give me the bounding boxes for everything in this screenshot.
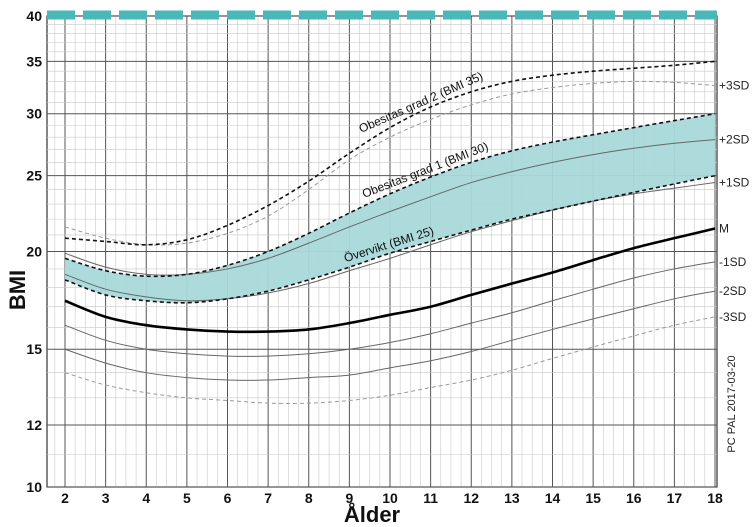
y-tick-label: 10 (26, 479, 42, 495)
y-tick-label: 40 (26, 8, 42, 24)
y-tick-label: 12 (26, 417, 42, 433)
sd-label: -1SD (719, 255, 747, 269)
x-tick-label: 16 (626, 490, 642, 506)
x-tick-label: 3 (102, 490, 110, 506)
series-line-3sd (64, 316, 716, 404)
x-tick-label: 2 (61, 490, 69, 506)
series-line-2sd (64, 290, 716, 381)
x-tick-label: 9 (345, 490, 353, 506)
x-tick-label: 7 (264, 490, 272, 506)
overweight-band (65, 113, 715, 303)
x-axis-title: Ålder (344, 501, 401, 527)
grid (46, 15, 718, 488)
sd-label: -2SD (719, 284, 747, 298)
x-tick-label: 13 (504, 490, 520, 506)
sd-label: +2SD (719, 133, 750, 147)
y-tick-label: 25 (26, 168, 42, 184)
series-line-obesitas-grad-1-bmi-30 (64, 112, 716, 278)
series-line-1sd (64, 261, 716, 357)
x-tick-label: 8 (305, 490, 313, 506)
y-tick-label: 30 (26, 106, 42, 122)
x-tick-label: 18 (707, 490, 723, 506)
x-tick-label: 5 (183, 490, 191, 506)
sd-label: +3SD (719, 79, 750, 93)
y-tick-label: 20 (26, 244, 42, 260)
x-tick-label: 4 (142, 490, 150, 506)
x-tick-label: 15 (585, 490, 601, 506)
sd-labels: +3SD +2SD +1SD M -1SD -2SD -3SD (719, 79, 750, 324)
y-axis-title: BMI (5, 270, 30, 310)
series-line-m (64, 227, 716, 334)
sd-label: M (719, 222, 729, 236)
y-tick-label: 15 (26, 341, 42, 357)
x-tick-label: 12 (463, 490, 479, 506)
series-lines (64, 60, 716, 404)
x-tick-label: 14 (545, 490, 561, 506)
x-tick-label: 10 (382, 490, 398, 506)
y-tick-label: 35 (26, 53, 42, 69)
x-tick-label: 11 (423, 490, 438, 506)
credit-label: PC PAL 2017-03-20 (726, 355, 738, 452)
sd-label: -3SD (719, 310, 747, 324)
sd-label: +1SD (719, 176, 750, 190)
tick-labels: 2 3 4 5 6 7 8 9 10 11 12 13 14 15 16 17 18 10 12 15 20 25 30 35… (26, 8, 723, 506)
overweight-band-area (65, 113, 715, 303)
series-line-plus3sd (64, 80, 716, 246)
x-tick-label: 6 (224, 490, 232, 506)
x-tick-label: 17 (667, 490, 683, 506)
series-line-vervikt-bmi-25 (64, 174, 716, 304)
